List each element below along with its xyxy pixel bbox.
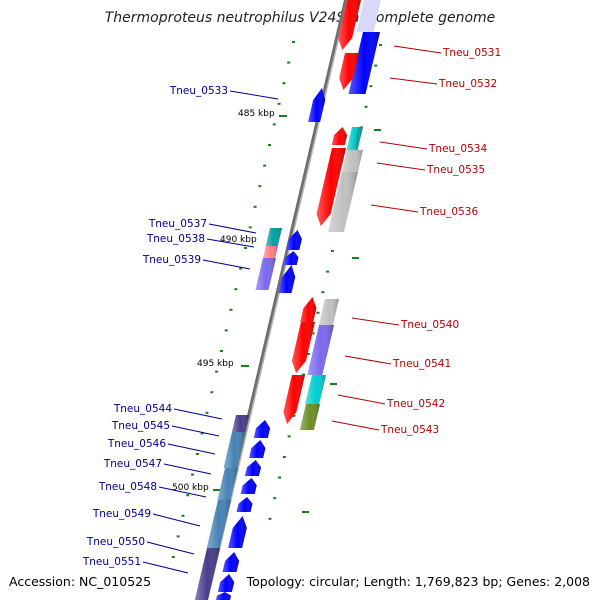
gene-feature-tneu-0538[interactable] <box>263 246 278 258</box>
label-leader-line <box>344 355 392 365</box>
gene-feature-tneu-0541[interactable] <box>307 325 334 375</box>
gene-label-tneu-0531[interactable]: Tneu_0531 <box>442 47 501 59</box>
scale-label-490: 490 kbp <box>220 235 257 245</box>
label-leader-line <box>370 204 419 213</box>
gene-feature-tneu-0547[interactable] <box>206 500 231 548</box>
label-leader-line <box>142 561 189 574</box>
gene-feature-tneu-0546[interactable] <box>217 468 239 500</box>
gene-feature-blue-low-3[interactable] <box>244 460 261 476</box>
label-leader-line <box>208 223 257 234</box>
gene-label-tneu-0535[interactable]: Tneu_0535 <box>426 164 485 176</box>
gene-feature-tneu-0535[interactable] <box>341 150 363 172</box>
gene-feature-tneu-0551[interactable] <box>194 548 220 600</box>
label-leader-line <box>331 420 380 431</box>
gene-feature-blue-low-9[interactable] <box>216 592 231 600</box>
gene-label-tneu-0539[interactable]: Tneu_0539 <box>142 254 201 266</box>
gene-feature-blue-low-8[interactable] <box>217 574 235 592</box>
gene-label-tneu-0548[interactable]: Tneu_0548 <box>98 481 157 493</box>
gene-label-tneu-0547[interactable]: Tneu_0547 <box>103 458 162 470</box>
label-leader-line <box>229 90 279 100</box>
gene-label-tneu-0549[interactable]: Tneu_0549 <box>92 508 151 520</box>
gene-label-tneu-0541[interactable]: Tneu_0541 <box>392 358 451 370</box>
gene-feature-tneu-0536[interactable] <box>328 172 358 232</box>
label-leader-line <box>337 394 386 405</box>
scale-label-495: 495 kbp <box>197 359 234 369</box>
label-leader-line <box>171 425 220 437</box>
label-leader-line <box>351 317 400 326</box>
label-leader-line <box>167 443 216 455</box>
gene-feature-red-top-a[interactable] <box>338 0 361 50</box>
gene-label-tneu-0543[interactable]: Tneu_0543 <box>380 424 439 436</box>
gene-feature-tneu-0545[interactable] <box>223 432 245 468</box>
gene-label-tneu-0542[interactable]: Tneu_0542 <box>386 398 445 410</box>
label-leader-line <box>146 541 195 555</box>
gene-feature-blue-mid-a[interactable] <box>286 230 302 250</box>
label-leader-line <box>152 513 201 527</box>
gene-label-tneu-0551[interactable]: Tneu_0551 <box>82 556 141 568</box>
gene-feature-tneu-0531[interactable] <box>348 32 381 94</box>
accession-label: Accession: NC_010525 <box>9 574 151 589</box>
gene-label-tneu-0537[interactable]: Tneu_0537 <box>148 218 207 230</box>
gene-label-tneu-0536[interactable]: Tneu_0536 <box>419 206 478 218</box>
gene-feature-tneu-0542[interactable] <box>305 375 326 404</box>
gene-label-tneu-0546[interactable]: Tneu_0546 <box>107 438 166 450</box>
label-leader-line <box>206 238 255 248</box>
label-leader-line <box>393 45 442 54</box>
scale-label-485: 485 kbp <box>238 109 275 119</box>
gene-feature-tneu-0544[interactable] <box>232 415 249 432</box>
gene-feature-red-low-b[interactable] <box>291 322 315 373</box>
gene-feature-tneu-0533[interactable] <box>308 88 326 122</box>
label-leaders <box>142 45 442 574</box>
label-leader-line <box>158 486 207 498</box>
label-leader-line <box>389 77 438 85</box>
gene-feature-blue-low-2[interactable] <box>249 440 266 458</box>
gene-feature-red-low-a[interactable] <box>300 297 317 322</box>
gene-feature-red-mid-b[interactable] <box>316 148 346 226</box>
gene-feature-blue-low-6[interactable] <box>228 516 247 548</box>
gene-features <box>194 0 382 600</box>
gene-feature-tneu-0543[interactable] <box>299 404 320 430</box>
gene-feature-tneu-0540[interactable] <box>318 299 339 325</box>
gene-label-tneu-0532[interactable]: Tneu_0532 <box>438 78 497 90</box>
gene-label-tneu-0538[interactable]: Tneu_0538 <box>146 233 205 245</box>
gene-label-tneu-0544[interactable]: Tneu_0544 <box>113 403 172 415</box>
gene-label-tneu-0534[interactable]: Tneu_0534 <box>428 143 487 155</box>
label-leader-line <box>376 162 426 171</box>
label-leader-line <box>163 463 212 475</box>
map-title: Thermoproteus neutrophilus V24Sta, compl… <box>105 10 496 26</box>
gene-feature-red-mid-a[interactable] <box>331 127 348 145</box>
gene-label-tneu-0550[interactable]: Tneu_0550 <box>86 536 145 548</box>
summary-label: Topology: circular; Length: 1,769,823 bp… <box>246 574 590 589</box>
gene-feature-red-low-c[interactable] <box>283 375 305 424</box>
gene-feature-tneu-0534b[interactable] <box>352 127 363 150</box>
gene-feature-blue-mid-b[interactable] <box>283 251 299 265</box>
gene-feature-tneu-0537[interactable] <box>265 228 282 246</box>
gene-feature-tneu-0539[interactable] <box>255 258 277 290</box>
label-leader-line <box>173 408 223 420</box>
gene-feature-blue-mid-c[interactable] <box>278 265 296 293</box>
label-leader-line <box>202 259 251 270</box>
gene-label-tneu-0540[interactable]: Tneu_0540 <box>400 319 459 331</box>
gene-feature-blue-low-4[interactable] <box>240 478 257 494</box>
gene-label-tneu-0533[interactable]: Tneu_0533 <box>169 85 228 97</box>
gene-label-tneu-0545[interactable]: Tneu_0545 <box>111 420 170 432</box>
gene-feature-tneu-0531-highlight[interactable] <box>356 0 382 32</box>
label-leader-line <box>379 141 428 150</box>
gene-feature-blue-low-5[interactable] <box>236 497 253 512</box>
gene-feature-tneu-0532[interactable] <box>339 53 359 90</box>
gene-feature-blue-low-1[interactable] <box>253 420 271 438</box>
gene-feature-blue-low-7[interactable] <box>222 552 240 572</box>
scale-label-500: 500 kbp <box>172 483 209 493</box>
